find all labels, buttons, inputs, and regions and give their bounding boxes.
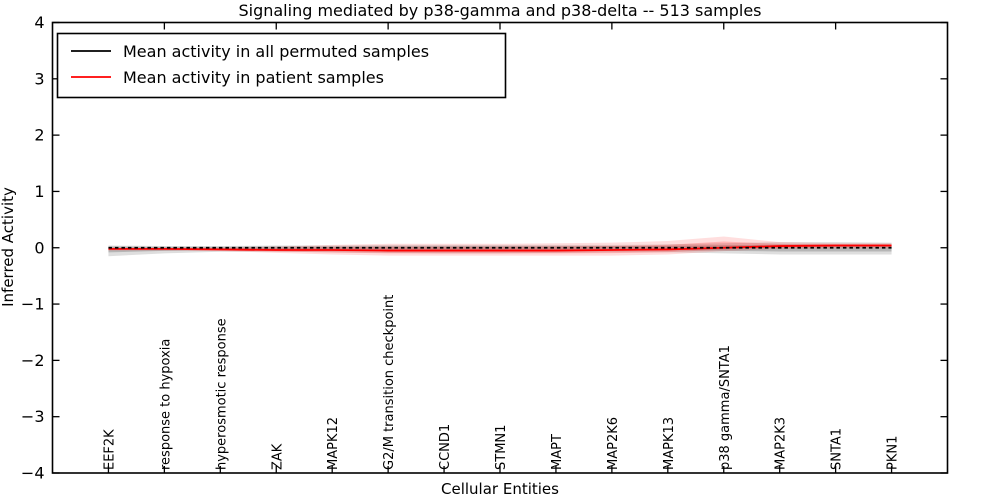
- y-tick-label: 0: [34, 238, 44, 257]
- x-tick-label: MAP2K6: [606, 417, 621, 470]
- x-tick-label: p38 gamma/SNTA1: [718, 345, 733, 470]
- x-tick-label: MAPK12: [326, 417, 341, 470]
- legend-label-patient: Mean activity in patient samples: [123, 68, 384, 87]
- x-tick-label: STMN1: [494, 425, 509, 470]
- x-tick-label: G2/M transition checkpoint: [382, 295, 397, 470]
- y-tick-label: 4: [34, 13, 44, 32]
- x-tick-label: response to hypoxia: [158, 339, 173, 470]
- x-tick-label: MAP2K3: [774, 417, 789, 470]
- y-tick-label: −1: [21, 295, 45, 314]
- x-tick-label: CCND1: [438, 424, 453, 470]
- x-tick-label: MAPK13: [662, 417, 677, 470]
- chart-title: Signaling mediated by p38-gamma and p38-…: [238, 1, 761, 20]
- y-tick-label: 3: [34, 69, 44, 88]
- legend-label-permuted: Mean activity in all permuted samples: [123, 42, 429, 61]
- legend-box: [56, 32, 507, 99]
- x-tick-label: PKN1: [886, 436, 901, 470]
- series-line: [108, 244, 892, 252]
- axis-ticks: [52, 21, 948, 474]
- y-tick-label: 1: [34, 182, 44, 201]
- y-tick-label: −3: [21, 407, 45, 426]
- x-tick-label: SNTA1: [830, 428, 845, 470]
- y-axis-label: Inferred Activity: [0, 187, 17, 307]
- y-tick-label: 2: [34, 126, 44, 145]
- series-lines: [108, 244, 892, 252]
- y-tick-label: −4: [21, 464, 45, 483]
- y-tick-label: −2: [21, 351, 45, 370]
- x-tick-label: hyperosmotic response: [214, 318, 229, 470]
- x-tick-label: ZAK: [270, 443, 285, 470]
- x-tick-label: MAPT: [550, 434, 565, 470]
- x-tick-label: EEF2K: [102, 429, 117, 470]
- band-outer: [108, 242, 892, 257]
- axis-tick-labels: 4 3 2 1 0 −1 −2 −3 −4 EEF2K response to hypoxia hyp…: [21, 13, 901, 483]
- x-axis-label: Cellular Entities: [441, 480, 559, 498]
- legend: Mean activity in all permuted samples Me…: [56, 32, 507, 99]
